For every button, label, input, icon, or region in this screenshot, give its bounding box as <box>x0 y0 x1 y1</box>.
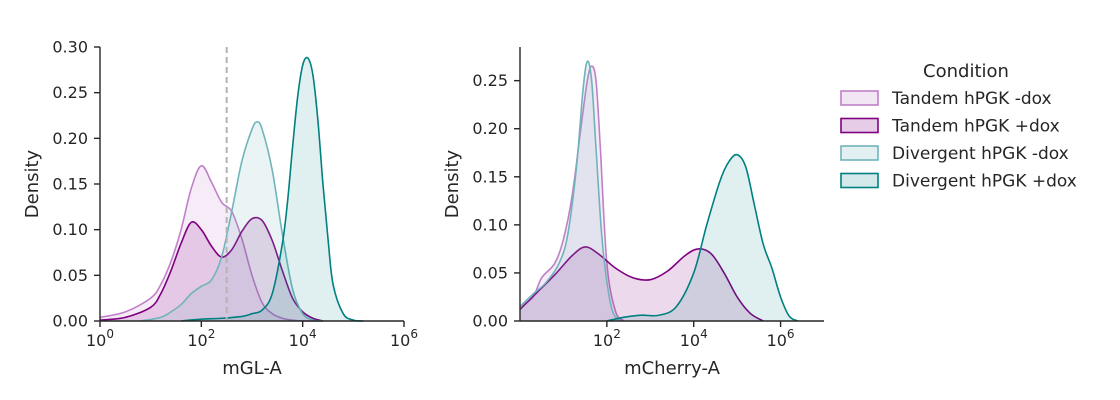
y-tick-label: 0.15 <box>472 167 508 186</box>
density-line-divergent-hpgk-dox <box>519 60 621 322</box>
density-line-divergent-hpgk-dox <box>180 56 364 322</box>
density-line-tandem-hpgk-dox <box>519 65 625 322</box>
x-tick-label: 102 <box>187 327 215 350</box>
y-tick-label: 0.00 <box>52 312 88 331</box>
legend-label-divergent-hpgk-dox: Divergent hPGK +dox <box>892 172 1077 192</box>
density-line-divergent-hpgk-dox <box>140 121 324 322</box>
legend-swatch-divergent-hpgk-dox <box>840 172 879 189</box>
y-tick-label: 0.15 <box>52 175 88 194</box>
y-tick-label: 0.25 <box>52 83 88 102</box>
y-tick-label: 0.10 <box>472 215 508 234</box>
y-tick-label: 0.25 <box>472 71 508 90</box>
density-area-divergent-hpgk-dox <box>520 61 620 321</box>
y-tick-label: 0.00 <box>472 312 508 331</box>
mgl-density-panel: 0.00 0.05 0.10 0.15 0.20 0.25 0.30 100 102 104 106… <box>22 38 418 380</box>
y-axis-label: Density <box>442 149 463 218</box>
y-tick-label: 0.10 <box>52 220 88 239</box>
mcherry-density-panel: 0.00 0.05 0.10 0.15 0.20 0.25 102 104 106 mCherry… <box>442 47 824 379</box>
legend-label-tandem-hpgk-dox: Tandem hPGK -dox <box>891 89 1052 109</box>
legend-swatch-divergent-hpgk-dox <box>840 145 879 161</box>
legend-label-tandem-hpgk-dox: Tandem hPGK +dox <box>891 117 1060 137</box>
x-axis-label: mGL-A <box>222 358 282 379</box>
x-tick-label: 106 <box>767 327 795 350</box>
density-area-tandem-hpgk-dox <box>100 165 323 322</box>
legend-label-divergent-hpgk-dox: Divergent hPGK -dox <box>892 144 1069 164</box>
x-axis-label: mCherry-A <box>624 358 721 379</box>
density-area-tandem-hpgk-dox <box>520 246 764 321</box>
density-area-divergent-hpgk-dox <box>606 154 798 321</box>
y-tick-label: 0.05 <box>52 266 88 285</box>
density-line-tandem-hpgk-dox <box>99 216 324 322</box>
y-tick-label: 0.30 <box>52 38 88 57</box>
y-tick-label: 0.20 <box>472 119 508 138</box>
density-line-tandem-hpgk-dox <box>99 164 323 322</box>
y-tick-label: 0.20 <box>52 129 88 148</box>
y-axis-label: Density <box>22 149 43 218</box>
x-tick-label: 104 <box>289 327 317 350</box>
density-line-divergent-hpgk-dox <box>606 153 799 322</box>
x-tick-label: 104 <box>680 327 708 350</box>
legend-swatch-tandem-hpgk-dox <box>840 90 879 106</box>
x-tick-label: 100 <box>86 327 114 350</box>
legend: Condition Tandem hPGK -dox Tandem hPGK +do… <box>840 61 1077 192</box>
y-tick-label: 0.05 <box>472 263 508 282</box>
x-tick-label: 102 <box>593 327 621 350</box>
legend-title: Condition <box>923 61 1009 82</box>
density-area-tandem-hpgk-dox <box>100 217 323 321</box>
legend-swatch-tandem-hpgk-dox <box>840 117 879 134</box>
density-area-tandem-hpgk-dox <box>520 66 625 321</box>
density-line-tandem-hpgk-dox <box>519 246 764 322</box>
x-tick-label: 106 <box>390 327 418 350</box>
